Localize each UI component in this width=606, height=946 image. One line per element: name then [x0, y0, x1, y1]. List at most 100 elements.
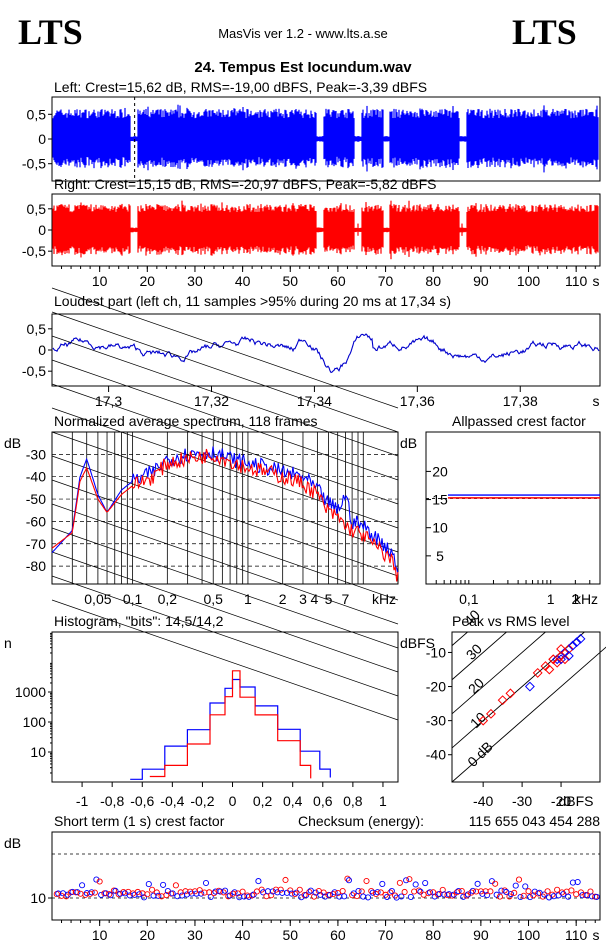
histogram-xtick-label: 0,8 — [343, 793, 363, 809]
peakrms-point — [563, 650, 574, 661]
shortcrest-point — [169, 890, 176, 897]
spectrum-unit: kHz — [372, 591, 396, 607]
spectrum-ytick-label: -70 — [26, 536, 46, 552]
peakrms-point — [478, 715, 489, 726]
spectrum-slope-line — [51, 503, 399, 625]
shortcrest-point — [550, 893, 557, 900]
crest-ytick-label: 10 — [432, 520, 448, 536]
shortcrest-point — [155, 892, 162, 899]
shortcrest-point — [268, 892, 275, 899]
time-xtick-label: 110 — [565, 273, 588, 289]
shortcrest-point — [339, 888, 346, 895]
shortcrest-xtick-label: 50 — [282, 927, 298, 943]
crest-ylabel: dB — [400, 435, 417, 451]
shortcrest-point — [474, 880, 481, 887]
crest-ytick-label: 20 — [432, 463, 448, 479]
time-xtick-label: 40 — [235, 273, 251, 289]
spectrum-xtick-label: 0,2 — [158, 591, 178, 607]
shortcrest-point — [145, 881, 152, 888]
shortcrest-frame — [51, 831, 601, 921]
shortcrest-point — [384, 893, 391, 900]
shortcrest-point — [398, 893, 405, 900]
time-xtick-label: 10 — [92, 273, 108, 289]
shortcrest-xtick-label: 30 — [187, 927, 203, 943]
shortcrest-point — [554, 886, 561, 893]
shortcrest-point — [493, 891, 500, 898]
spectrum-ytick-label: -40 — [26, 469, 46, 485]
crest-unit: kHz — [574, 591, 598, 607]
shortcrest-point — [202, 879, 210, 887]
peakrms-diag-label: 0 dB — [464, 738, 496, 770]
time-xtick-label: 20 — [140, 273, 156, 289]
spectrum-slope-line — [51, 383, 399, 505]
shortcrest-point — [422, 879, 429, 887]
shortcrest-point — [198, 890, 205, 897]
shortcrest-point — [415, 887, 422, 894]
time-xtick-label: 30 — [187, 273, 203, 289]
shortcrest-point — [401, 888, 408, 896]
spectrum-slope-line — [51, 311, 399, 433]
peakrms-unit: dBFS — [558, 793, 593, 809]
spectrum-xtick-label: 1 — [244, 591, 252, 607]
spectrum-xtick-label: 0,1 — [123, 591, 143, 607]
spectrum-frame — [51, 431, 399, 585]
shortcrest-xtick-label: 100 — [517, 927, 541, 943]
shortcrest-point — [287, 887, 294, 894]
peakrms-point — [532, 667, 543, 678]
peakrms-ylabel: dBFS — [400, 635, 435, 651]
shortcrest-point — [63, 893, 70, 900]
crest-xtick-label: 2 — [571, 591, 579, 607]
peakrms-ytick-label: -20 — [426, 679, 446, 695]
peakrms-point — [544, 664, 555, 675]
shortcrest-point — [549, 891, 556, 898]
loudest-xtick-label: 17,34 — [297, 393, 332, 409]
shortcrest-point — [311, 893, 318, 900]
peakrms-diagonal — [451, 631, 507, 681]
histogram-xtick-label: -0,4 — [160, 793, 184, 809]
shortcrest-point — [469, 887, 476, 894]
shortcrest-point — [412, 881, 419, 888]
shortcrest-point — [484, 891, 491, 899]
shortcrest-point — [403, 877, 410, 884]
histogram-xtick-label: 0,2 — [253, 793, 273, 809]
shortcrest-point — [363, 877, 370, 885]
peakrms-point — [505, 688, 516, 699]
shortcrest-point — [263, 893, 270, 900]
loudest-title: Loudest part (left ch, 11 samples >95% d… — [54, 293, 451, 309]
shortcrest-point — [96, 878, 103, 885]
peakrms-xtick-label: -40 — [473, 793, 493, 809]
shortcrest-point — [541, 891, 548, 898]
peakrms-xtick-label: -20 — [551, 793, 571, 809]
shortcrest-point — [136, 891, 143, 898]
crest-xtick-label: 1 — [547, 591, 555, 607]
loudest-frame — [51, 313, 601, 387]
shortcrest-point — [411, 888, 418, 895]
logo-right: LTS — [512, 12, 577, 52]
shortcrest-point — [463, 892, 470, 899]
spectrum-ytick-label: -30 — [26, 446, 46, 462]
shortcrest-point — [387, 889, 394, 896]
peakrms-title: Peak vs RMS level — [452, 613, 569, 629]
crest-xtick-label: 0,1 — [459, 591, 479, 607]
right-ytick-label: -0,5 — [22, 243, 46, 259]
histogram-ytick-label: 10 — [30, 744, 46, 760]
shortcrest-xtick-label: 70 — [378, 927, 394, 943]
shortcrest-point — [221, 887, 229, 894]
loudest-xtick-label: 17,3 — [95, 393, 122, 409]
shortcrest-point — [515, 876, 523, 883]
loudest-ytick-label: 0 — [38, 342, 46, 358]
peakrms-point — [559, 654, 570, 665]
shortcrest-point — [320, 889, 327, 896]
peakrms-point — [548, 654, 559, 665]
time-xtick-label: 90 — [473, 273, 489, 289]
shortcrest-point — [277, 886, 284, 893]
shortcrest-point — [303, 892, 310, 899]
spectrum-slope-line — [51, 551, 399, 673]
shortcrest-unit: s — [593, 927, 600, 943]
shortcrest-xtick-label: 10 — [92, 927, 108, 943]
shortcrest-point — [593, 893, 600, 900]
shortcrest-point — [196, 887, 203, 894]
loudest-xtick-label: 17,36 — [400, 393, 435, 409]
shortcrest-point — [255, 878, 262, 885]
loudest-xtick-label: 17,38 — [503, 393, 538, 409]
